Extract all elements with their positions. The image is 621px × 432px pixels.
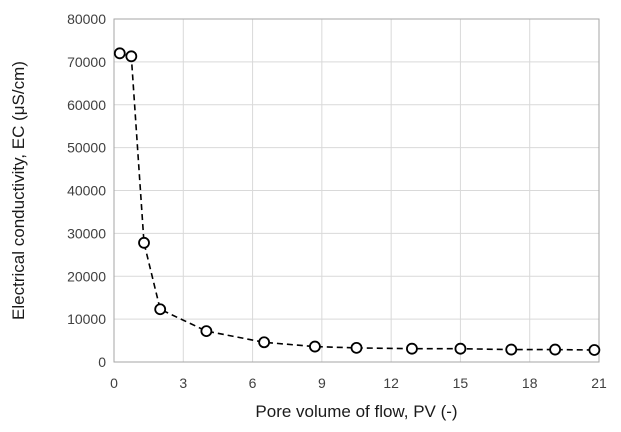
x-tick-label: 15 [453,375,469,391]
y-tick-label: 10000 [67,311,106,327]
data-point [454,342,467,355]
y-tick-label: 50000 [67,140,106,156]
x-tick-label: 6 [249,375,257,391]
data-point [406,342,418,355]
x-tick-label: 9 [318,375,326,391]
y-tick-label: 60000 [67,97,106,113]
x-tick-label: 12 [383,375,399,391]
y-tick-label: 30000 [67,225,106,241]
y-tick-label: 20000 [67,268,106,284]
x-axis-tick-labels: 0 3 6 9 12 15 18 21 [110,375,607,391]
data-point [113,47,126,60]
gridlines [113,18,600,363]
series-dashed-line [119,52,595,351]
data-point [258,336,271,349]
data-points [113,47,601,356]
y-tick-label: 70000 [67,54,106,70]
data-point [125,50,138,63]
x-tick-label: 21 [591,375,607,391]
y-axis-tick-labels: 0 10000 20000 30000 40000 50000 60000 70000 8000… [67,11,106,370]
x-axis-title: Pore volume of flow, PV (-) [255,402,457,421]
y-tick-label: 0 [98,354,106,370]
x-tick-label: 3 [179,375,187,391]
data-point [138,236,150,249]
data-point [588,344,601,356]
data-point [154,303,167,316]
data-point [309,340,321,353]
data-point [200,325,213,338]
data-point [350,341,363,354]
x-tick-label: 0 [110,375,118,391]
x-tick-label: 18 [522,375,538,391]
data-point [505,343,518,356]
y-tick-label: 80000 [67,11,106,27]
plot-area-frame [113,18,600,363]
y-tick-label: 40000 [67,183,106,199]
data-point [549,343,562,356]
y-axis-title: Electrical conductivity, EC (μS/cm) [9,61,28,320]
